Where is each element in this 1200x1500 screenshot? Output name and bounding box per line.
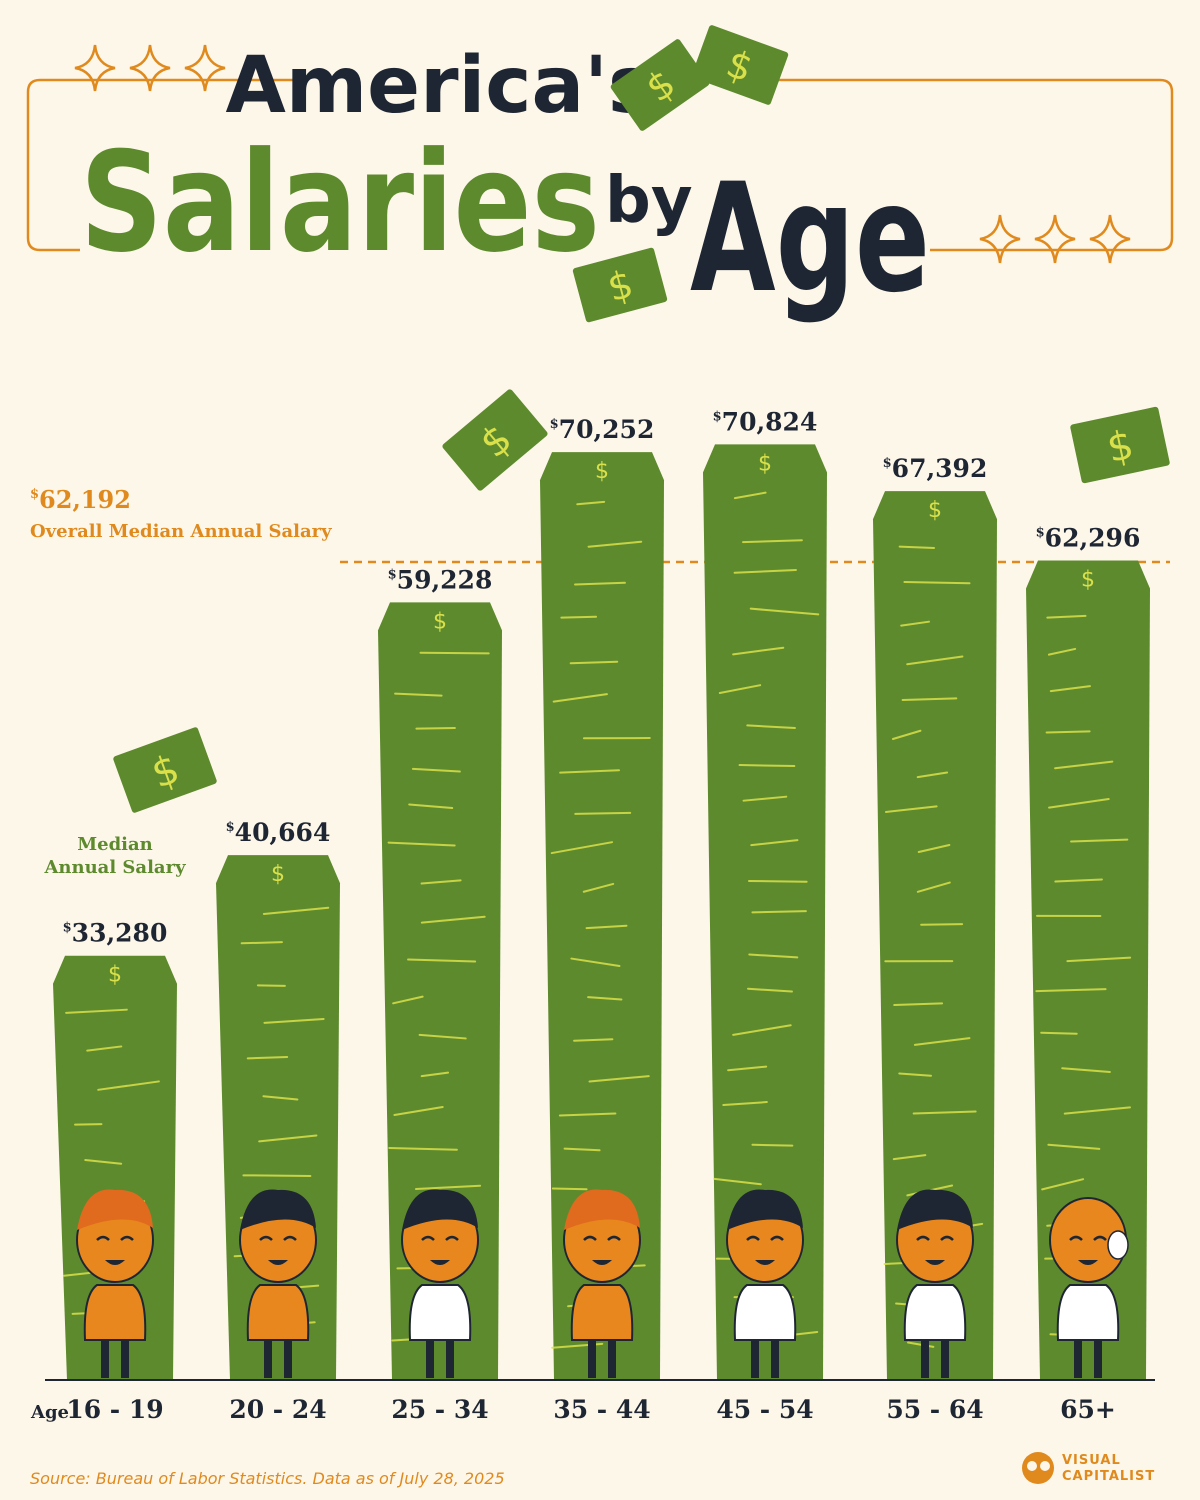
- category-label: 65+: [1060, 1395, 1116, 1424]
- currency-symbol: $: [30, 487, 39, 502]
- title-age: Age: [690, 152, 930, 326]
- reference-label: Overall Median Annual Salary: [30, 521, 332, 542]
- category-label: 55 - 64: [886, 1395, 983, 1424]
- title-by: by: [605, 164, 693, 238]
- source-note: Source: Bureau of Labor Statistics. Data…: [30, 1469, 505, 1488]
- dollar-bill-icon: $: [691, 25, 789, 105]
- value-label: $62,296: [1036, 524, 1141, 553]
- brand-logo-icon: [1022, 1452, 1054, 1484]
- dollar-bill-icon: $: [572, 247, 668, 323]
- bar-dollar-icon: $: [108, 963, 122, 988]
- category-prefix: Age: [30, 1402, 69, 1423]
- characters-layer: [76, 1189, 1129, 1378]
- dollar-bill-icon: $: [1070, 406, 1170, 484]
- category-label: 35 - 44: [553, 1395, 650, 1424]
- series-label-line1: Median: [77, 834, 153, 855]
- person-illustration: [896, 1189, 974, 1378]
- bar-group: $ $70,252 35 - 44: [540, 415, 664, 1424]
- category-label: 25 - 34: [391, 1395, 488, 1424]
- brand-logo: VISUAL CAPITALIST: [1022, 1452, 1155, 1484]
- category-label: 16 - 19: [66, 1395, 163, 1424]
- series-label-line2: Annual Salary: [43, 857, 186, 878]
- bar-dollar-icon: $: [271, 862, 285, 887]
- dollar-bill-icon: $: [113, 727, 217, 813]
- category-label: 20 - 24: [229, 1395, 326, 1424]
- person-illustration: [726, 1189, 804, 1378]
- person-illustration: [76, 1189, 154, 1378]
- brand-line1: VISUAL: [1062, 1453, 1121, 1468]
- brand-line2: CAPITALIST: [1062, 1469, 1155, 1484]
- value-label: $67,392: [883, 454, 988, 483]
- dollar-bill-icon: $: [610, 39, 710, 131]
- sparkle-icon: [74, 44, 1131, 264]
- bar-texture: [550, 500, 651, 1349]
- bar-dollar-icon: $: [595, 459, 609, 484]
- title-salaries: Salaries: [80, 122, 600, 283]
- bar-dollar-icon: $: [758, 451, 772, 476]
- person-illustration: [239, 1189, 317, 1378]
- bar-dollar-icon: $: [928, 498, 942, 523]
- bar-texture: [1035, 614, 1132, 1338]
- bar-group: $ $59,228 25 - 34: [378, 565, 502, 1424]
- value-label: $70,252: [550, 415, 655, 444]
- bar-dollar-icon: $: [1081, 568, 1095, 593]
- dollar-bill-icon: $: [442, 389, 548, 491]
- person-illustration: [1049, 1197, 1129, 1378]
- bar-group: $ $62,296 65+: [1026, 524, 1150, 1424]
- bar: [1026, 560, 1150, 1380]
- value-label: $70,824: [713, 407, 818, 436]
- reference-value: $62,192: [30, 485, 131, 514]
- title-frame: [26, 44, 1174, 264]
- category-label: 45 - 54: [716, 1395, 813, 1424]
- value-label: $40,664: [226, 818, 331, 847]
- person-illustration: [563, 1189, 641, 1378]
- title-line1: America's: [226, 41, 655, 131]
- value-label: $33,280: [63, 919, 168, 948]
- value-label: $59,228: [388, 565, 493, 594]
- person-illustration: [401, 1189, 479, 1378]
- bar-dollar-icon: $: [433, 609, 447, 634]
